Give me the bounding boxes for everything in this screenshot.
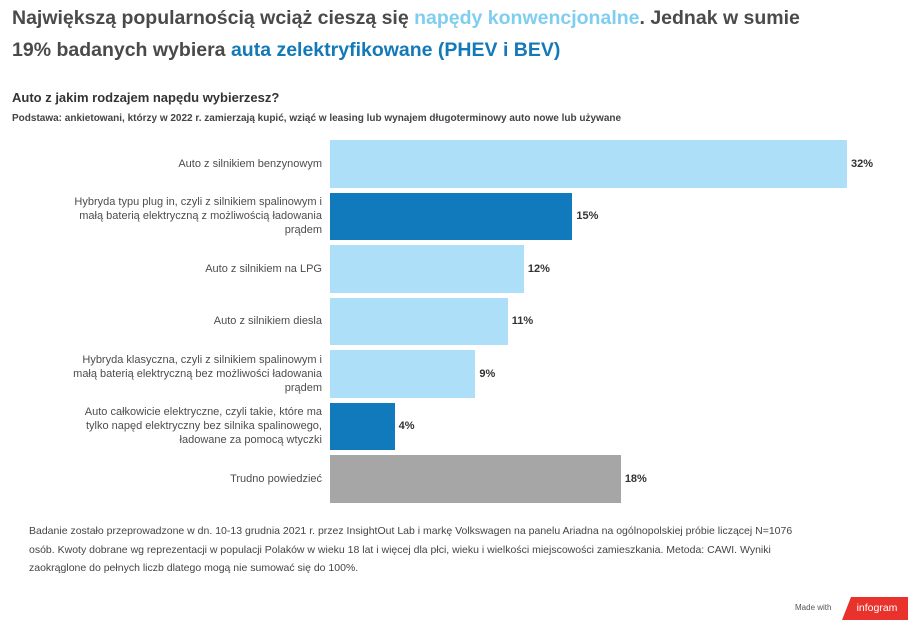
category-label: Hybryda typu plug in, czyli z silnikiem … — [74, 196, 322, 237]
chart-title: Auto z jakim rodzajem napędu wybierzesz? — [12, 90, 280, 105]
category-label: Hybryda klasyczna, czyli z silnikiem spa… — [73, 353, 322, 394]
headline: Największą popularnością wciąż cieszą si… — [12, 2, 912, 66]
headline-text: 19% badanych wybiera — [12, 39, 231, 61]
value-label: 11% — [511, 315, 534, 328]
value-label: 15% — [576, 210, 599, 223]
chart-subtitle: Podstawa: ankietowani, którzy w 2022 r. … — [12, 113, 622, 124]
headline-highlight-conventional: napędy konwencjonalne — [414, 7, 640, 29]
headline-text: Największą popularnością wciąż cieszą si… — [12, 7, 415, 29]
headline-line-1: Największą popularnością wciąż cieszą si… — [12, 2, 912, 34]
bar — [330, 455, 621, 503]
value-label: 4% — [398, 420, 415, 433]
value-label: 12% — [527, 262, 550, 275]
bar — [330, 297, 508, 345]
category-label: Auto z silnikiem diesla — [213, 315, 322, 328]
bar — [330, 192, 573, 240]
value-label: 32% — [851, 157, 874, 170]
horizontal-bar-chart: Auto z silnikiem benzynowym 32% Hybryda ty… — [0, 140, 919, 506]
value-label: 9% — [479, 367, 496, 380]
headline-highlight-electrified: auta zelektryfikowane (PHEV i BEV) — [230, 39, 561, 61]
footnote: Badanie zostało przeprowadzone w dn. 10-… — [29, 525, 793, 574]
headline-line-2: 19% badanych wybiera auta zelektryfikowa… — [12, 34, 912, 66]
bar — [330, 245, 524, 293]
made-with-label: Made with — [795, 603, 832, 612]
infogram-logo: infogram — [842, 597, 908, 620]
bar — [330, 350, 476, 398]
bar — [330, 140, 847, 188]
category-label: Auto całkowicie elektryczne, czyli takie… — [84, 406, 322, 447]
category-label: Auto z silnikiem na LPG — [205, 262, 322, 275]
category-label: Trudno powiedzieć — [230, 472, 322, 485]
category-label: Auto z silnikiem benzynowym — [178, 157, 322, 170]
headline-text: . Jednak w sumie — [639, 7, 800, 29]
bar — [330, 402, 395, 450]
value-label: 18% — [624, 472, 647, 485]
made-with-infogram-badge[interactable]: Made with infogram — [790, 596, 910, 621]
infogram-logo-text: infogram — [856, 602, 898, 614]
